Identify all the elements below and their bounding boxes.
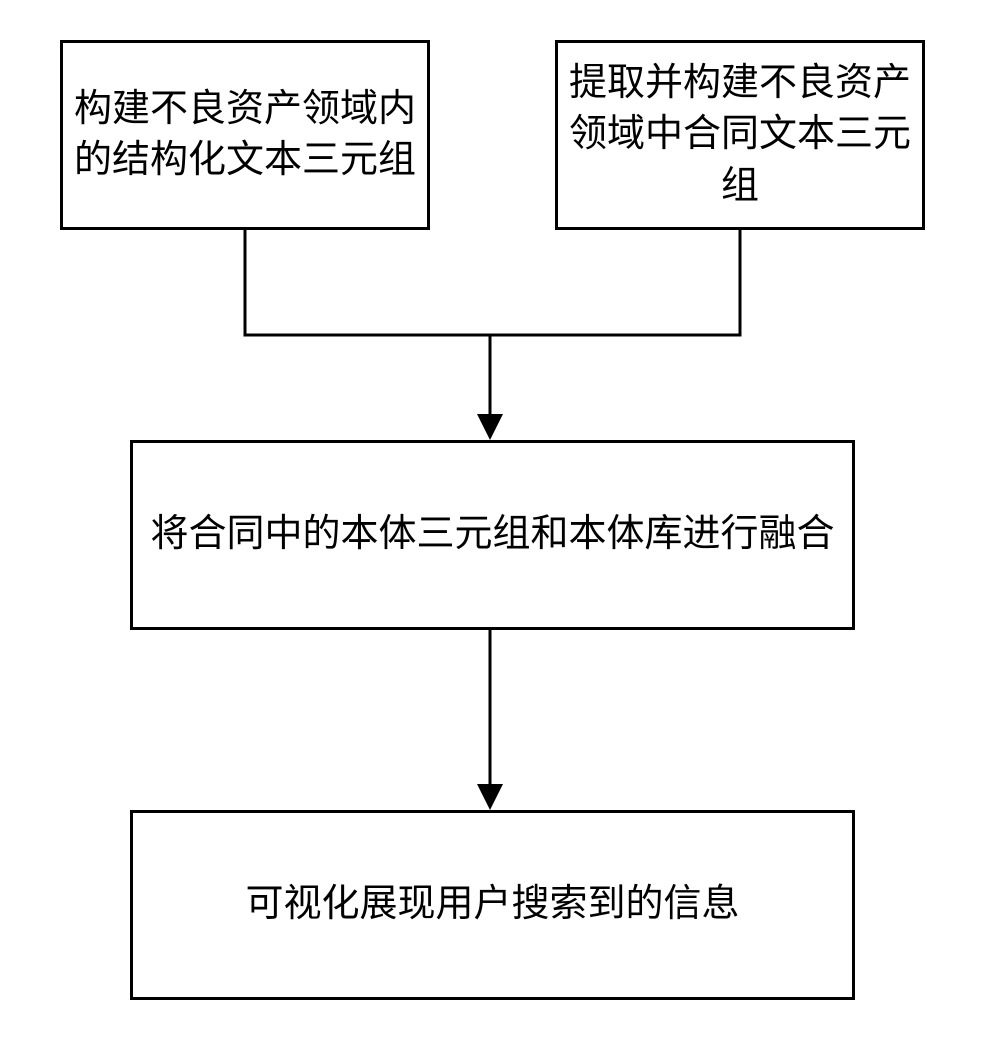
edge-middle-bottom <box>0 0 999 1039</box>
